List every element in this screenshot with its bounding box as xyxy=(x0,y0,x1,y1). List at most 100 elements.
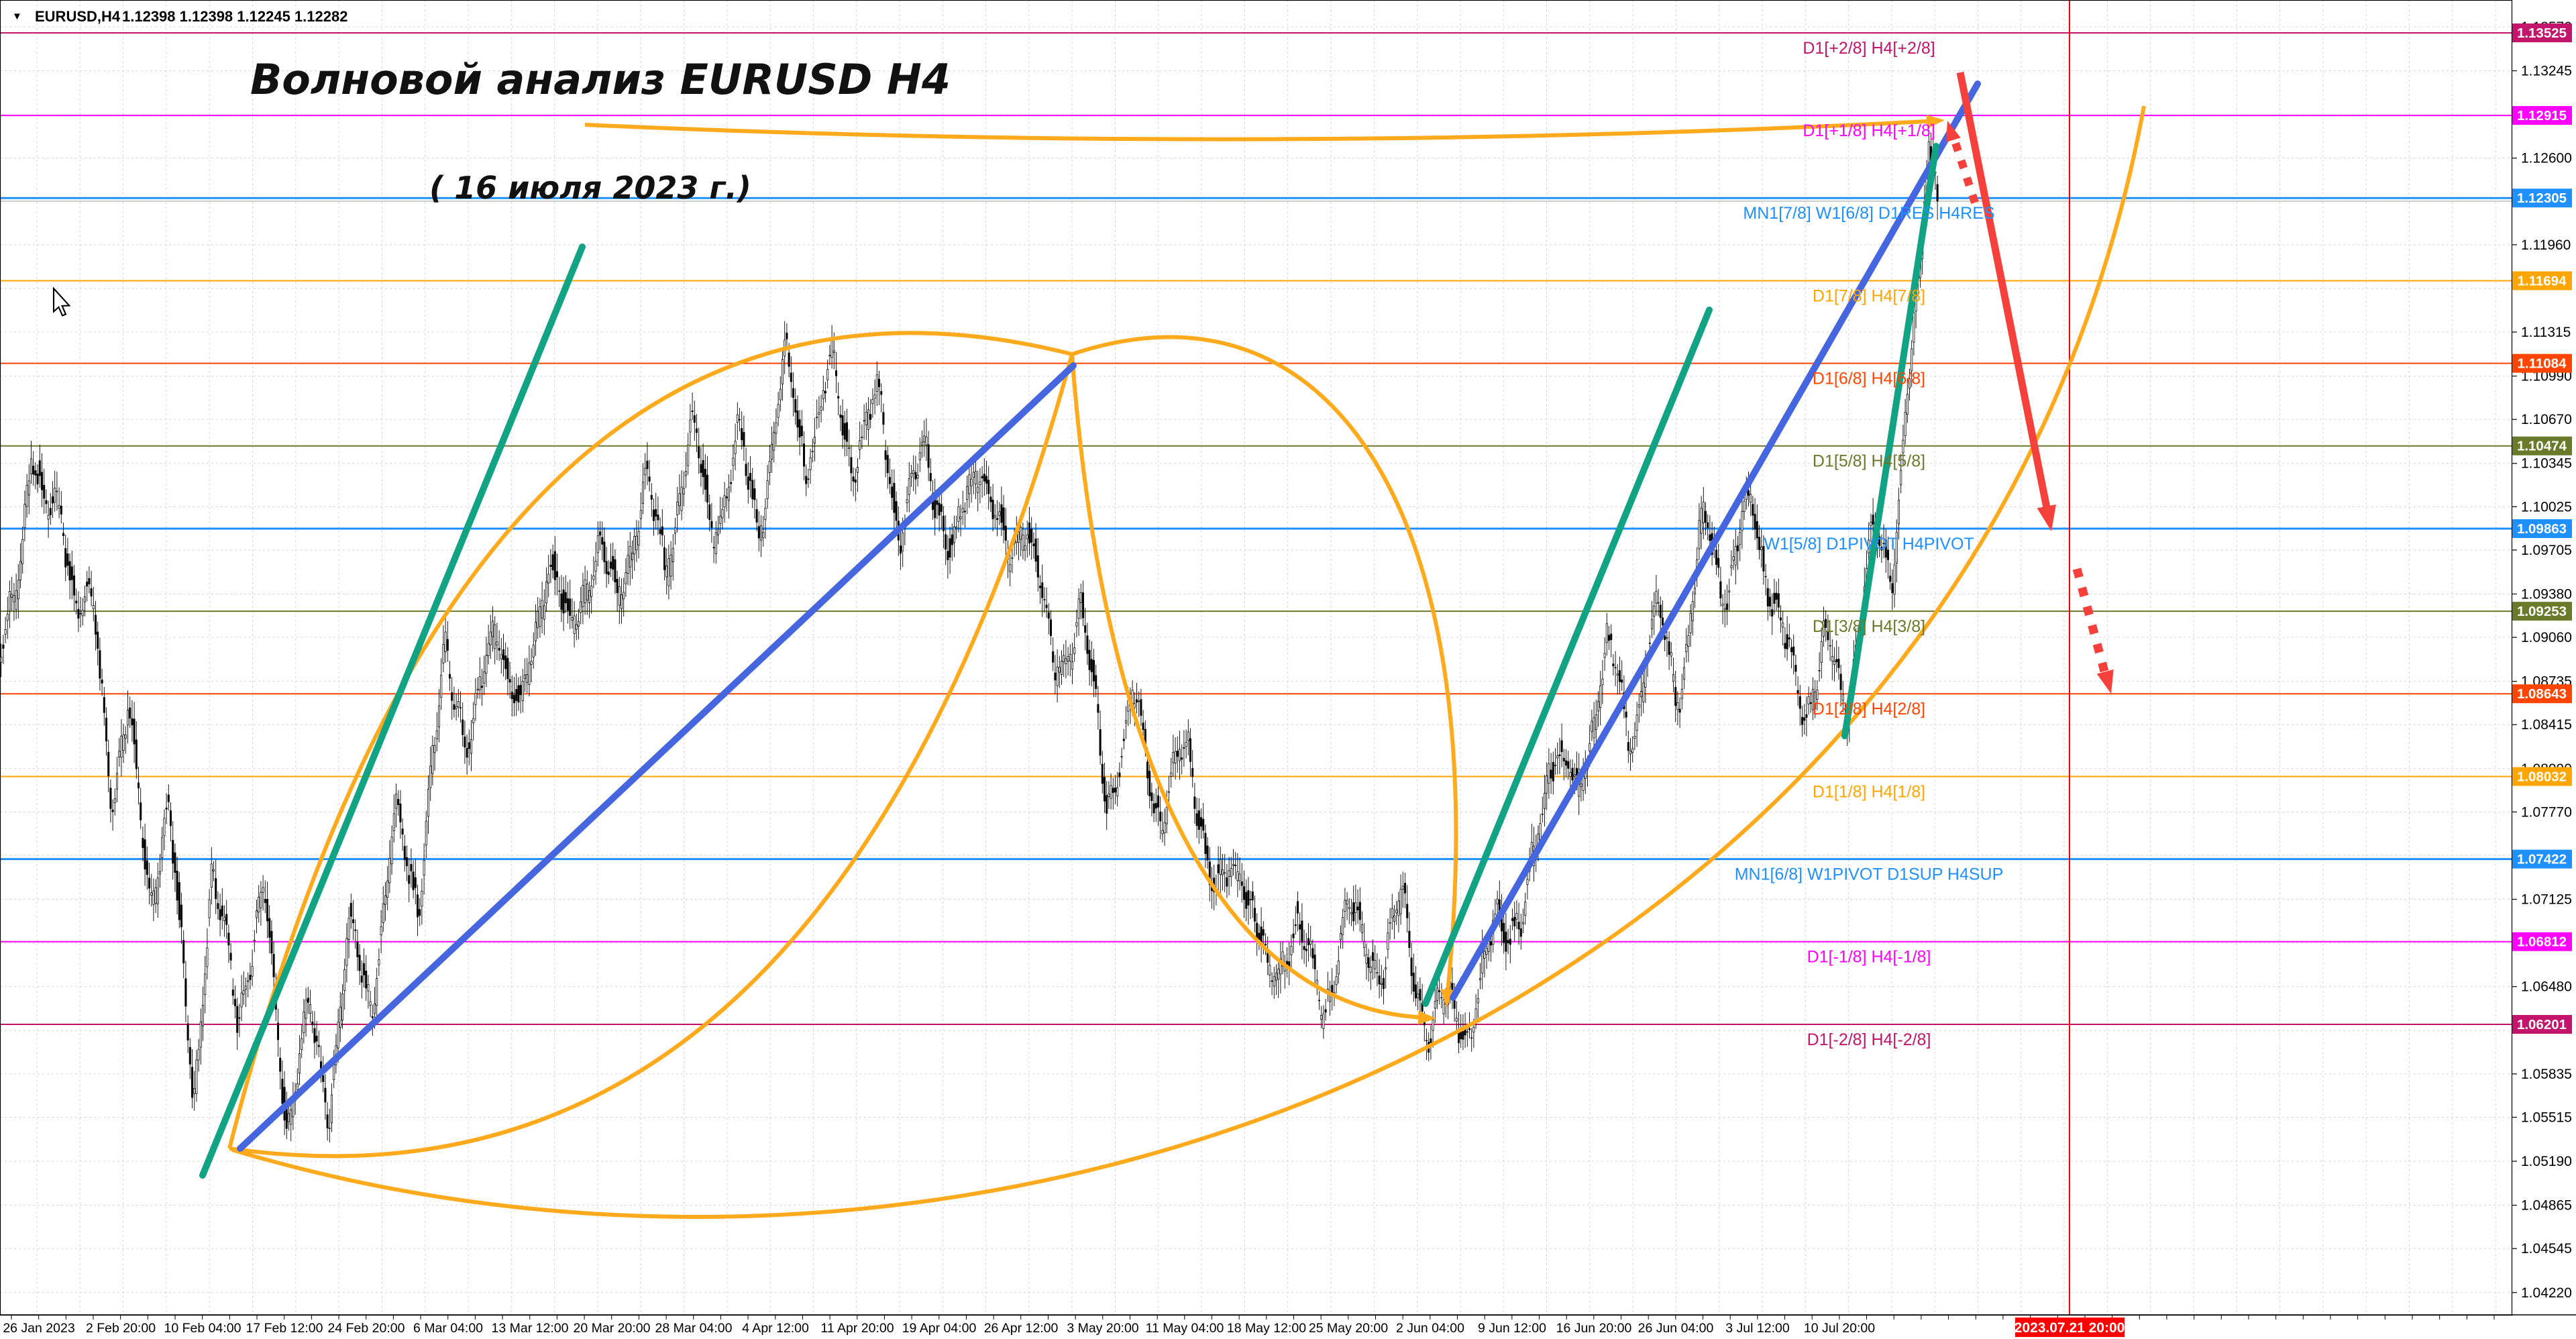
time-tick-label: 19 Apr 04:00 xyxy=(902,1321,977,1336)
price-badge-value: 1.08643 xyxy=(2517,686,2567,702)
murrey-level-label: D1[1/8] H4[1/8] xyxy=(1813,783,1925,802)
time-tick-label: 25 May 20:00 xyxy=(1309,1321,1388,1336)
top-curve-arrow[interactable] xyxy=(584,119,1939,142)
murrey-level-label: D1[5/8] H4[5/8] xyxy=(1813,452,1925,471)
ohlc-quote-values: 1.12398 1.12398 1.12245 1.12282 xyxy=(122,8,347,25)
price-tick-label: 1.04865 xyxy=(2521,1198,2572,1214)
murrey-level-label: D1[-1/8] H4[-1/8] xyxy=(1807,948,1931,967)
symbol-timeframe-label: EURUSD,H4 xyxy=(35,8,121,25)
time-tick-label: 9 Jun 12:00 xyxy=(1478,1321,1546,1336)
time-tick-label: 11 Apr 20:00 xyxy=(820,1321,894,1336)
murrey-level-label: MN1[7/8] W1[6/8] D1RES H4RES xyxy=(1743,204,1994,223)
price-tick-label: 1.09060 xyxy=(2521,630,2572,645)
quote-header: ▼ EURUSD,H4 1.12398 1.12398 1.12245 1.12… xyxy=(12,8,347,25)
grid-horizontal xyxy=(0,26,2512,1293)
time-tick-label: 10 Jul 20:00 xyxy=(1804,1321,1875,1336)
chart-subtitle: ( 16 июля 2023 г.) xyxy=(429,170,751,206)
price-badge xyxy=(2512,354,2572,373)
price-tick-label: 1.09380 xyxy=(2521,586,2572,602)
price-axis[interactable]: 1.135701.132451.126001.119601.113151.109… xyxy=(2512,19,2572,1301)
arrowhead xyxy=(1417,1010,1436,1025)
chart-title: Волновой анализ EURUSD H4 xyxy=(250,55,951,104)
time-axis[interactable]: 26 Jan 2023 2 Feb 20:00 10 Feb 04:00 17 Feb… xyxy=(3,1315,2495,1336)
ellipse-b-left-arc-right-arrow[interactable] xyxy=(1070,354,1427,1020)
murrey-level-label: D1[+2/8] H4[+2/8] xyxy=(1803,39,1935,58)
murrey-level-label: D1[+1/8] H4[+1/8] xyxy=(1803,121,1935,140)
price-tick-label: 1.05835 xyxy=(2521,1067,2572,1082)
price-tick-label: 1.07770 xyxy=(2521,804,2572,820)
price-badge-value: 1.09253 xyxy=(2517,604,2567,619)
price-badge xyxy=(2512,189,2572,208)
time-tick-label: 16 Jun 20:00 xyxy=(1556,1321,1632,1336)
time-tick-label: 11 May 04:00 xyxy=(1146,1321,1224,1336)
time-tick-label: 28 Mar 04:00 xyxy=(655,1321,733,1336)
arrowhead xyxy=(2096,669,2114,694)
price-badge xyxy=(2512,602,2572,621)
time-tick-label: 18 May 12:00 xyxy=(1227,1321,1306,1336)
murrey-labels: D1[+2/8] H4[+2/8] D1[+1/8] H4[+1/8] MN1[7/… xyxy=(1735,39,2004,1049)
vline-time-badge-label: 2023.07.21 20:00 xyxy=(2015,1320,2125,1336)
price-tick-label: 1.11315 xyxy=(2521,325,2571,340)
price-badge-value: 1.09863 xyxy=(2517,521,2567,537)
price-badge-value: 1.06201 xyxy=(2517,1017,2567,1032)
price-tick-label: 1.07125 xyxy=(2521,892,2572,908)
candlestick-series xyxy=(0,129,1939,1143)
price-tick-label: 1.11960 xyxy=(2521,237,2571,253)
ellipse-a-upper-arc[interactable] xyxy=(227,331,1073,1149)
time-tick-label: 2 Feb 20:00 xyxy=(86,1321,156,1336)
price-tick-label: 1.12600 xyxy=(2521,151,2572,166)
trendline-blue-1[interactable] xyxy=(237,362,1077,1152)
trendline-teal-2[interactable] xyxy=(1422,307,1713,1007)
trendline-teal-1[interactable] xyxy=(199,244,586,1179)
price-tick-label: 1.06480 xyxy=(2521,979,2572,995)
vline-time-badge[interactable]: 2023.07.21 20:00 xyxy=(2015,1318,2125,1337)
time-tick-label: 3 May 20:00 xyxy=(1067,1321,1138,1336)
symbol-dropdown-icon[interactable]: ▼ xyxy=(12,11,22,22)
price-badge xyxy=(2512,23,2572,43)
arrowhead xyxy=(1440,989,1455,1008)
price-tick-label: 1.10670 xyxy=(2521,412,2572,427)
big-swoosh-arc[interactable] xyxy=(231,105,2146,1219)
time-tick-label: 2 Jun 04:00 xyxy=(1396,1321,1464,1336)
time-tick-label: 3 Jul 12:00 xyxy=(1725,1321,1790,1336)
murrey-level-label: W1[5/8] D1PIVOT H4PIVOT xyxy=(1764,535,1974,553)
price-tick-label: 1.13245 xyxy=(2521,64,2572,79)
price-badge-value: 1.11084 xyxy=(2518,356,2567,372)
time-tick-label: 26 Apr 12:00 xyxy=(984,1321,1059,1336)
price-badge-value: 1.12305 xyxy=(2517,191,2567,206)
price-badge-value: 1.08032 xyxy=(2517,769,2567,785)
price-badge xyxy=(2512,436,2572,456)
price-badge-value: 1.13525 xyxy=(2517,25,2567,41)
price-badge xyxy=(2512,684,2572,704)
price-tick-label: 1.04220 xyxy=(2521,1285,2572,1301)
trendline-blue-2[interactable] xyxy=(1450,81,1981,1001)
time-tick-label: 17 Feb 12:00 xyxy=(246,1321,323,1336)
murrey-level-label: MN1[6/8] W1PIVOT D1SUP H4SUP xyxy=(1735,865,2004,884)
time-tick-label: 24 Feb 20:00 xyxy=(328,1321,405,1336)
arrowhead xyxy=(1945,121,1961,143)
price-badge-value: 1.10474 xyxy=(2517,439,2567,454)
price-badge-value: 1.07422 xyxy=(2517,852,2567,867)
price-badge-value: 1.06812 xyxy=(2517,934,2567,950)
time-tick-label: 20 Mar 20:00 xyxy=(574,1321,651,1336)
trendline-teal-3[interactable] xyxy=(1841,143,1939,739)
mouse-cursor-icon xyxy=(52,286,71,317)
price-tick-label: 1.10345 xyxy=(2521,456,2572,472)
murrey-levels[interactable] xyxy=(0,32,2512,1026)
red-dotted-arrow-up[interactable] xyxy=(1948,131,1979,204)
time-tick-label: 26 Jun 04:00 xyxy=(1638,1321,1714,1336)
red-dotted-arrow-down[interactable] xyxy=(2072,568,2111,680)
price-badge xyxy=(2512,271,2572,290)
time-tick-label: 6 Mar 04:00 xyxy=(413,1321,483,1336)
red-solid-arrow-down[interactable] xyxy=(1956,71,2051,513)
murrey-level-label: D1[2/8] H4[2/8] xyxy=(1813,700,1925,718)
ellipse-a-lower-arc[interactable] xyxy=(229,354,1074,1159)
price-badge-value: 1.11694 xyxy=(2518,274,2567,289)
ellipse-b-right-arc-down-arrow[interactable] xyxy=(1071,335,1458,992)
price-tick-label: 1.04545 xyxy=(2521,1241,2572,1256)
murrey-level-label: D1[3/8] H4[3/8] xyxy=(1813,617,1925,636)
arrowhead xyxy=(2037,504,2056,531)
drawn-objects[interactable] xyxy=(199,71,2146,1219)
